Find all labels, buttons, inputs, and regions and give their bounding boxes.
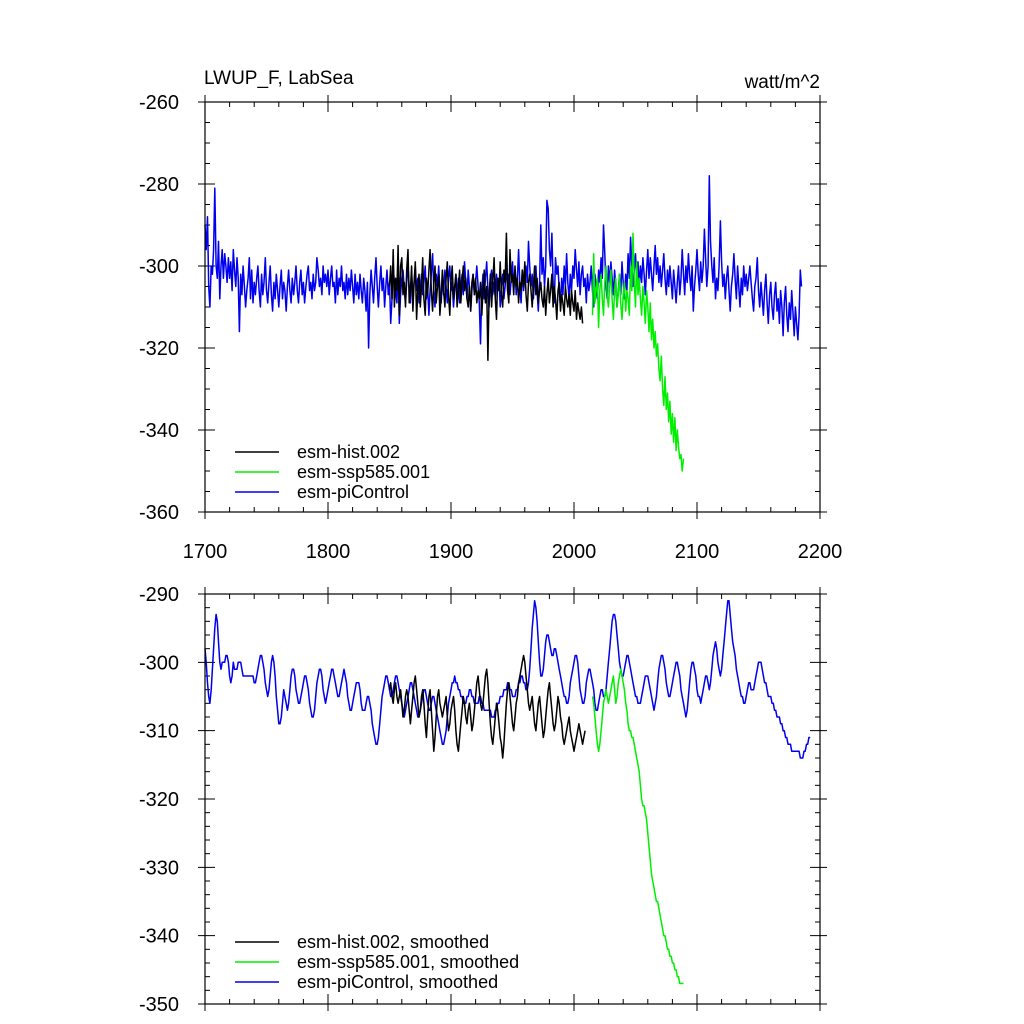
- top-x-tick-label: 2000: [552, 541, 597, 563]
- top-legend-label: esm-piControl: [297, 482, 409, 502]
- bottom-y-tick-label: -320: [139, 789, 179, 811]
- top-panel: LWUP_F, LabSea watt/m^2 1700 1800 1900 2000…: [139, 68, 842, 563]
- bottom-y-tick-label: -300: [139, 652, 179, 674]
- top-y-tick-label: -300: [139, 256, 179, 278]
- bottom-y-tick-label: -310: [139, 721, 179, 743]
- bottom-y-tick-label: -290: [139, 584, 179, 606]
- top-plot-frame: [204, 101, 821, 513]
- top-title-left: LWUP_F, LabSea: [204, 68, 354, 89]
- bottom-legend-label: esm-piControl, smoothed: [297, 972, 498, 992]
- top-y-tick-label: -260: [139, 92, 179, 114]
- top-y-tick-label: -280: [139, 174, 179, 196]
- top-y-tick-label: -320: [139, 338, 179, 360]
- top-series-esm-ssp585-001: [591, 232, 685, 472]
- top-ticks: 1700 1800 1900 2000 2100 2200 -260 -280 -300 -320…: [139, 92, 842, 563]
- bottom-series-esm-ssp585-001-smoothed: [591, 668, 684, 985]
- bottom-y-tick-label: -350: [139, 994, 179, 1016]
- top-title-right: watt/m^2: [744, 72, 820, 93]
- top-y-tick-label: -340: [139, 420, 179, 442]
- bottom-y-tick-label: -340: [139, 926, 179, 948]
- top-y-tick-label: -360: [139, 502, 179, 524]
- bottom-series: [204, 600, 811, 985]
- top-series-esm-picontrol: [204, 175, 803, 349]
- top-legend-label: esm-hist.002: [297, 442, 400, 462]
- bottom-series-esm-hist-002-smoothed: [388, 654, 586, 759]
- bottom-plot-frame: [204, 593, 821, 1005]
- bottom-series-esm-picontrol-smoothed: [204, 600, 811, 759]
- top-x-tick-label: 2100: [675, 541, 720, 563]
- top-x-tick-label: 1900: [429, 541, 474, 563]
- top-x-tick-label: 1800: [306, 541, 351, 563]
- top-legend-label: esm-ssp585.001: [297, 462, 430, 482]
- bottom-panel: -290 -300 -310 -320 -330 -340 -350 esm-hist.00…: [139, 584, 827, 1016]
- bottom-legend-label: esm-hist.002, smoothed: [297, 932, 489, 952]
- top-x-tick-label: 2200: [798, 541, 843, 563]
- bottom-ticks: -290 -300 -310 -320 -330 -340 -350: [139, 584, 827, 1016]
- top-series-esm-hist-002: [388, 232, 584, 362]
- bottom-legend-label: esm-ssp585.001, smoothed: [297, 952, 519, 972]
- bottom-y-tick-label: -330: [139, 857, 179, 879]
- top-x-tick-label: 1700: [183, 541, 228, 563]
- top-series: [204, 175, 803, 472]
